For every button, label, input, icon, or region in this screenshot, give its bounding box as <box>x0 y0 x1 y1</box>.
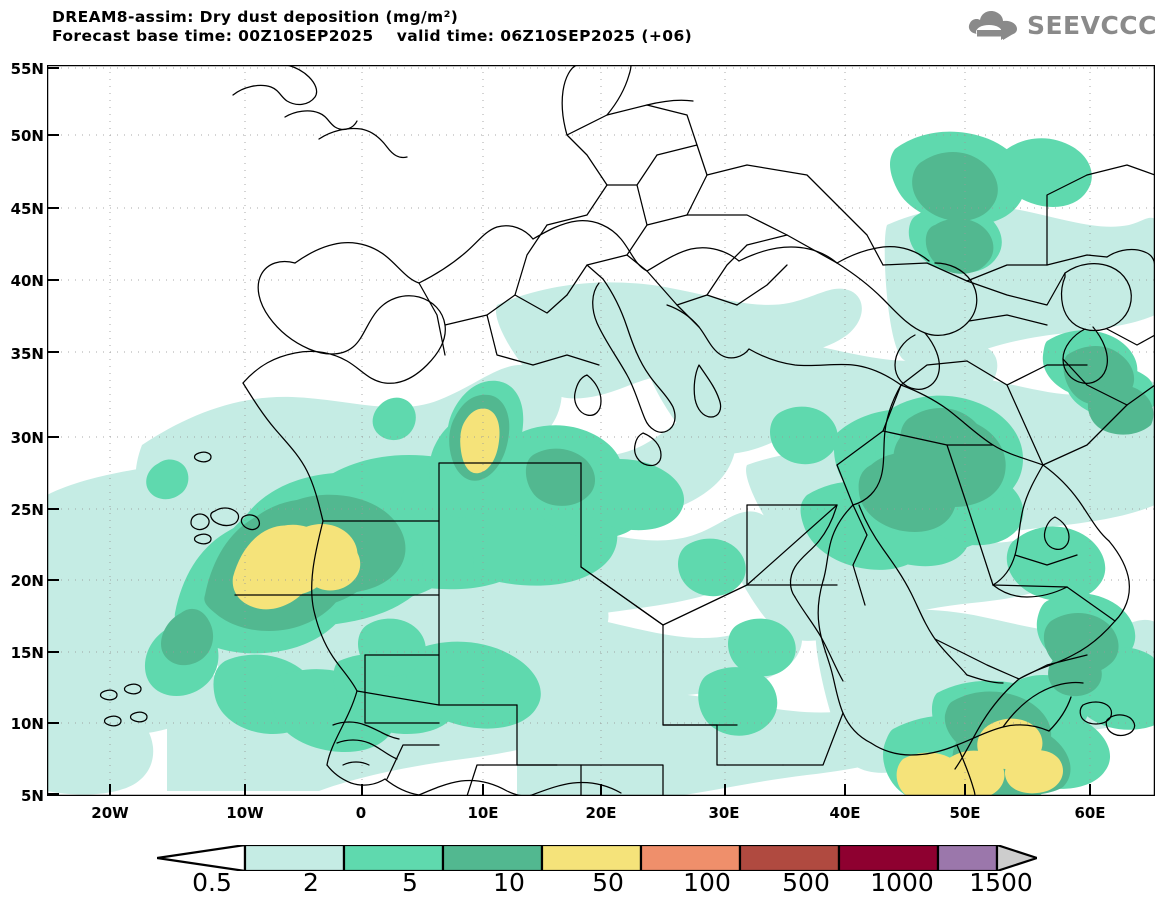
ytick-55N: 55N <box>10 60 44 78</box>
contour-band-10-50 <box>232 408 1063 796</box>
map-title-line2: Forecast base time: 00Z10SEP2025 valid t… <box>52 27 693 45</box>
colorbar-tick-100: 100 <box>683 868 731 897</box>
xtick-20W: 20W <box>91 804 129 822</box>
colorbar-tick-50: 50 <box>592 868 624 897</box>
xtick-20E: 20E <box>585 804 617 822</box>
xtick-60E: 60E <box>1074 804 1106 822</box>
coastlines-and-borders <box>99 65 1155 796</box>
seevccc-logo: SEEVCCC <box>965 8 1157 42</box>
colorbar-tick-1500: 1500 <box>969 868 1033 897</box>
colorbar-seg-5-10 <box>441 845 544 871</box>
ytick-25N: 25N <box>10 501 44 519</box>
colorbar-tick-0.5: 0.5 <box>192 868 232 897</box>
colorbar-tick-1000: 1000 <box>870 868 934 897</box>
xtick-50E: 50E <box>949 804 981 822</box>
dust-contour-fill <box>47 131 1155 796</box>
colorbar-tick-500: 500 <box>782 868 830 897</box>
map-plot-area <box>47 65 1155 796</box>
colorbar-seg-10-50 <box>540 845 643 871</box>
logo-text: SEEVCCC <box>1026 10 1157 40</box>
ytick-50N: 50N <box>10 127 44 145</box>
colorbar-tick-10: 10 <box>493 868 525 897</box>
xtick-10W: 10W <box>226 804 264 822</box>
ytick-20N: 20N <box>10 572 44 590</box>
axis-ticks <box>47 67 1091 796</box>
colorbar-seg-50-100 <box>639 845 742 871</box>
ytick-15N: 15N <box>10 644 44 662</box>
ytick-30N: 30N <box>10 429 44 447</box>
colorbar-seg-0.5-2 <box>243 845 346 871</box>
cloud-arrow-icon <box>968 10 1017 40</box>
xtick-0: 0 <box>355 804 367 822</box>
xtick-40E: 40E <box>829 804 861 822</box>
colorbar-tick-5: 5 <box>402 868 418 897</box>
dust-deposition-map <box>47 65 1155 796</box>
ytick-5N: 5N <box>21 787 44 805</box>
colorbar[interactable] <box>157 845 1037 871</box>
xtick-30E: 30E <box>708 804 740 822</box>
colorbar-over-arrow <box>995 845 1037 871</box>
colorbar-tick-2: 2 <box>303 868 319 897</box>
graticule <box>47 65 1155 796</box>
ytick-35N: 35N <box>10 345 44 363</box>
ytick-45N: 45N <box>10 200 44 218</box>
xtick-10E: 10E <box>467 804 499 822</box>
ytick-40N: 40N <box>10 272 44 290</box>
ytick-10N: 10N <box>10 715 44 733</box>
map-title-line1: DREAM8-assim: Dry dust deposition (mg/m²… <box>52 8 459 26</box>
